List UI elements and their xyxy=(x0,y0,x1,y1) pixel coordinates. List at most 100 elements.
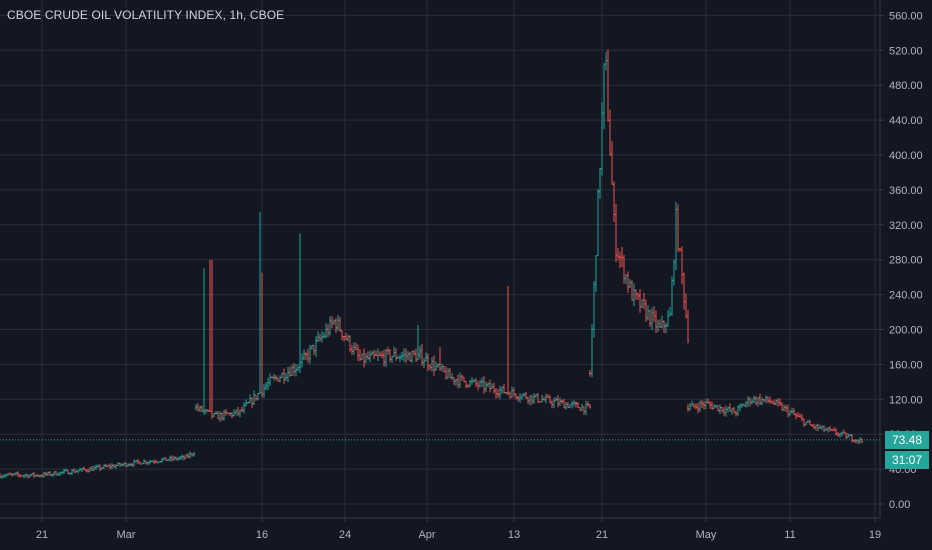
ohlc-bar xyxy=(629,279,631,288)
ohlc-bar xyxy=(199,405,201,413)
x-tick-label: 24 xyxy=(339,529,351,541)
ohlc-bar xyxy=(695,403,697,410)
ohlc-bar xyxy=(359,349,361,361)
ohlc-bar xyxy=(473,379,475,383)
ohlc-bar xyxy=(813,423,815,430)
ohlc-bar xyxy=(489,379,491,393)
ohlc-bar xyxy=(499,385,501,400)
ohlc-bar xyxy=(859,437,861,444)
ohlc-bar xyxy=(777,397,779,407)
ohlc-bar xyxy=(87,468,89,473)
ohlc-bar xyxy=(167,459,169,461)
ohlc-bar xyxy=(815,424,817,431)
ohlc-bar xyxy=(539,401,541,403)
ohlc-bar xyxy=(369,350,371,363)
ohlc-bar xyxy=(531,395,533,405)
ohlc-bar xyxy=(231,412,233,419)
ohlc-bar xyxy=(175,456,177,461)
ohlc-bar xyxy=(819,424,821,429)
ohlc-bar xyxy=(217,410,219,420)
ohlc-bar xyxy=(79,467,81,472)
ohlc-bar xyxy=(9,472,11,475)
ohlc-bar xyxy=(421,343,423,366)
ohlc-bar xyxy=(119,462,121,467)
ohlc-bar xyxy=(63,468,65,475)
ohlc-bar xyxy=(441,363,443,372)
ohlc-bar xyxy=(385,348,387,368)
ohlc-bar xyxy=(183,455,185,461)
ohlc-bar xyxy=(703,401,705,410)
ohlc-bar xyxy=(267,377,269,390)
ohlc-bar xyxy=(627,271,629,293)
ohlc-bar xyxy=(745,401,747,408)
ohlc-bar xyxy=(757,397,759,407)
ohlc-bar xyxy=(545,393,547,404)
ohlc-bar xyxy=(403,348,405,362)
ohlc-bar xyxy=(213,412,215,417)
ohlc-bar xyxy=(367,351,369,360)
ohlc-bar xyxy=(357,344,359,362)
y-tick-label: 560.00 xyxy=(889,10,923,22)
ohlc-bar xyxy=(631,280,633,301)
ohlc-bar xyxy=(287,366,289,383)
ohlc-bar xyxy=(195,403,197,411)
ohlc-bar xyxy=(765,395,767,404)
ohlc-bar xyxy=(723,407,725,417)
ohlc-bar xyxy=(847,432,849,439)
ohlc-bar xyxy=(761,397,763,406)
y-tick-label: 240.00 xyxy=(889,290,923,302)
ohlc-bar xyxy=(795,412,797,420)
ohlc-bar xyxy=(503,383,505,394)
ohlc-bar xyxy=(487,382,489,388)
ohlc-bar xyxy=(691,400,693,407)
ohlc-bar xyxy=(509,391,511,400)
ohlc-bar xyxy=(727,406,729,413)
ohlc-bar xyxy=(477,380,479,391)
ohlc-bar xyxy=(653,306,655,323)
ohlc-bar xyxy=(705,398,707,410)
y-tick-label: 0.00 xyxy=(889,499,910,511)
ohlc-bar xyxy=(209,259,211,412)
ohlc-bar xyxy=(311,344,313,350)
ohlc-bar xyxy=(583,406,585,415)
ohlc-bar xyxy=(325,323,327,339)
y-tick-label: 440.00 xyxy=(889,115,923,127)
ohlc-bar xyxy=(11,473,13,477)
ohlc-bar xyxy=(465,380,467,389)
ohlc-bar xyxy=(671,276,673,316)
ohlc-bar xyxy=(839,432,841,438)
ohlc-bar xyxy=(651,307,653,331)
ohlc-bar xyxy=(729,403,731,412)
ohlc-bar xyxy=(265,382,267,391)
ohlc-bar xyxy=(365,353,367,364)
ohlc-bar xyxy=(589,404,591,409)
ohlc-bar xyxy=(535,394,537,398)
ohlc-bar xyxy=(43,471,45,478)
price-axis[interactable]: 560.00 520.00 480.00 440.00 400.00 360.00 320.… xyxy=(879,0,923,518)
ohlc-bar xyxy=(475,378,477,388)
ohlc-bar xyxy=(129,463,131,467)
ohlc-bar xyxy=(25,473,27,478)
ohlc-bar xyxy=(251,397,253,409)
ohlc-bar xyxy=(17,471,19,478)
ohlc-bar xyxy=(439,346,441,371)
y-tick-label: 280.00 xyxy=(889,255,923,267)
ohlc-bar xyxy=(537,392,539,404)
ohlc-bar xyxy=(85,469,87,473)
ohlc-bar xyxy=(523,392,525,397)
ohlc-bar xyxy=(397,355,399,359)
ohlc-bar xyxy=(527,396,529,404)
ohlc-bar xyxy=(635,289,637,300)
ohlc-bar xyxy=(797,412,799,418)
x-tick-label: 21 xyxy=(596,529,608,541)
ohlc-bar xyxy=(81,467,83,473)
ohlc-bar xyxy=(21,475,23,477)
ohlc-bar xyxy=(125,462,127,468)
ohlc-bar xyxy=(495,388,497,399)
ohlc-bar xyxy=(55,470,57,476)
time-axis[interactable]: 21 Mar 16 24 Apr 13 21 May 11 19 xyxy=(0,517,881,541)
ohlc-bar xyxy=(611,141,613,185)
ohlc-bar xyxy=(625,274,627,285)
